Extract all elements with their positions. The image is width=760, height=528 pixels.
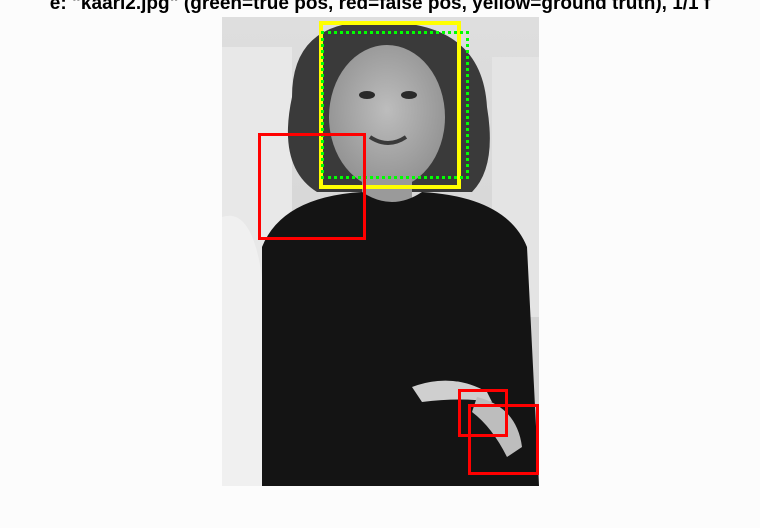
grayscale-photo xyxy=(222,17,539,486)
true-positive-box xyxy=(321,31,469,179)
figure-title: e: "kaari2.jpg" (green=true pos, red=fal… xyxy=(49,0,711,14)
false-positive-box-hand-1 xyxy=(458,389,508,437)
false-positive-box-hand-2 xyxy=(468,404,539,475)
false-positive-box-left xyxy=(258,133,366,240)
